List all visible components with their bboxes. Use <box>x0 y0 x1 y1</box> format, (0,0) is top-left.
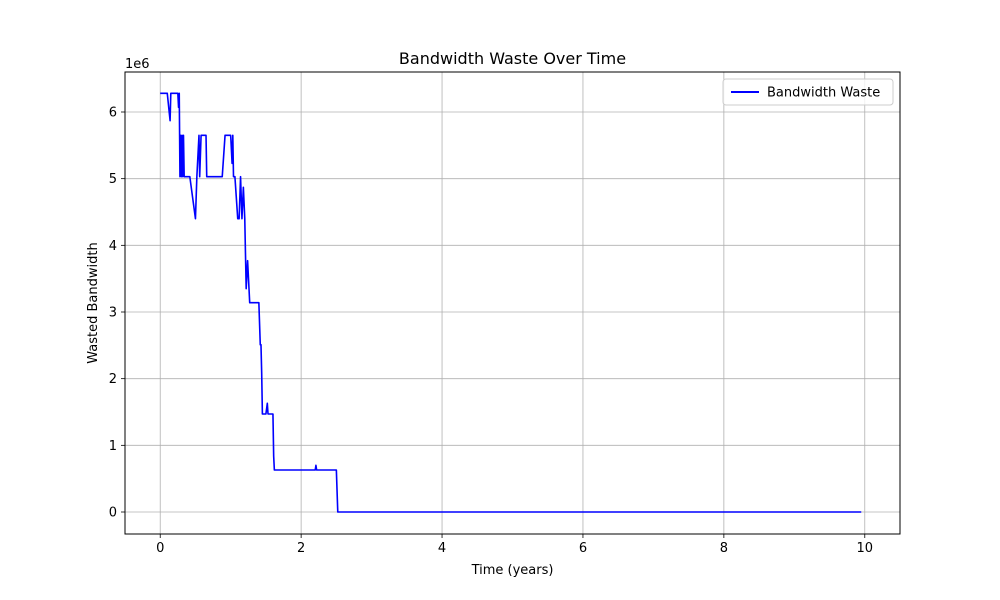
y-tick-label: 3 <box>109 306 117 321</box>
x-tick-label: 2 <box>297 541 305 556</box>
x-tick-label: 4 <box>438 541 446 556</box>
legend-label: Bandwidth Waste <box>767 86 880 101</box>
legend-box <box>722 78 894 106</box>
plot-frame <box>124 71 901 535</box>
series-layer <box>160 92 862 513</box>
legend: Bandwidth Waste <box>722 78 894 106</box>
series-line-bandwidth-waste <box>160 92 862 513</box>
x-tick-label: 6 <box>579 541 587 556</box>
y-tick-label: 4 <box>109 239 117 254</box>
y-tick-label: 6 <box>109 106 117 121</box>
y-axis-label: Wasted Bandwidth <box>86 242 101 363</box>
x-tick-label: 10 <box>856 541 873 556</box>
y-tick-label: 1 <box>109 439 117 454</box>
x-tick-label: 8 <box>720 541 728 556</box>
tick-layer: 0 2 4 6 8 10 0 1 2 3 4 5 6 <box>109 106 873 557</box>
x-axis-label: Time (years) <box>471 563 554 578</box>
y-axis-offset-label: 1e6 <box>125 57 150 72</box>
x-tick-label: 0 <box>156 541 164 556</box>
y-tick-label: 0 <box>109 506 117 521</box>
chart-title: Bandwidth Waste Over Time <box>399 49 626 68</box>
y-tick-label: 5 <box>109 172 117 187</box>
y-tick-label: 2 <box>109 372 117 387</box>
